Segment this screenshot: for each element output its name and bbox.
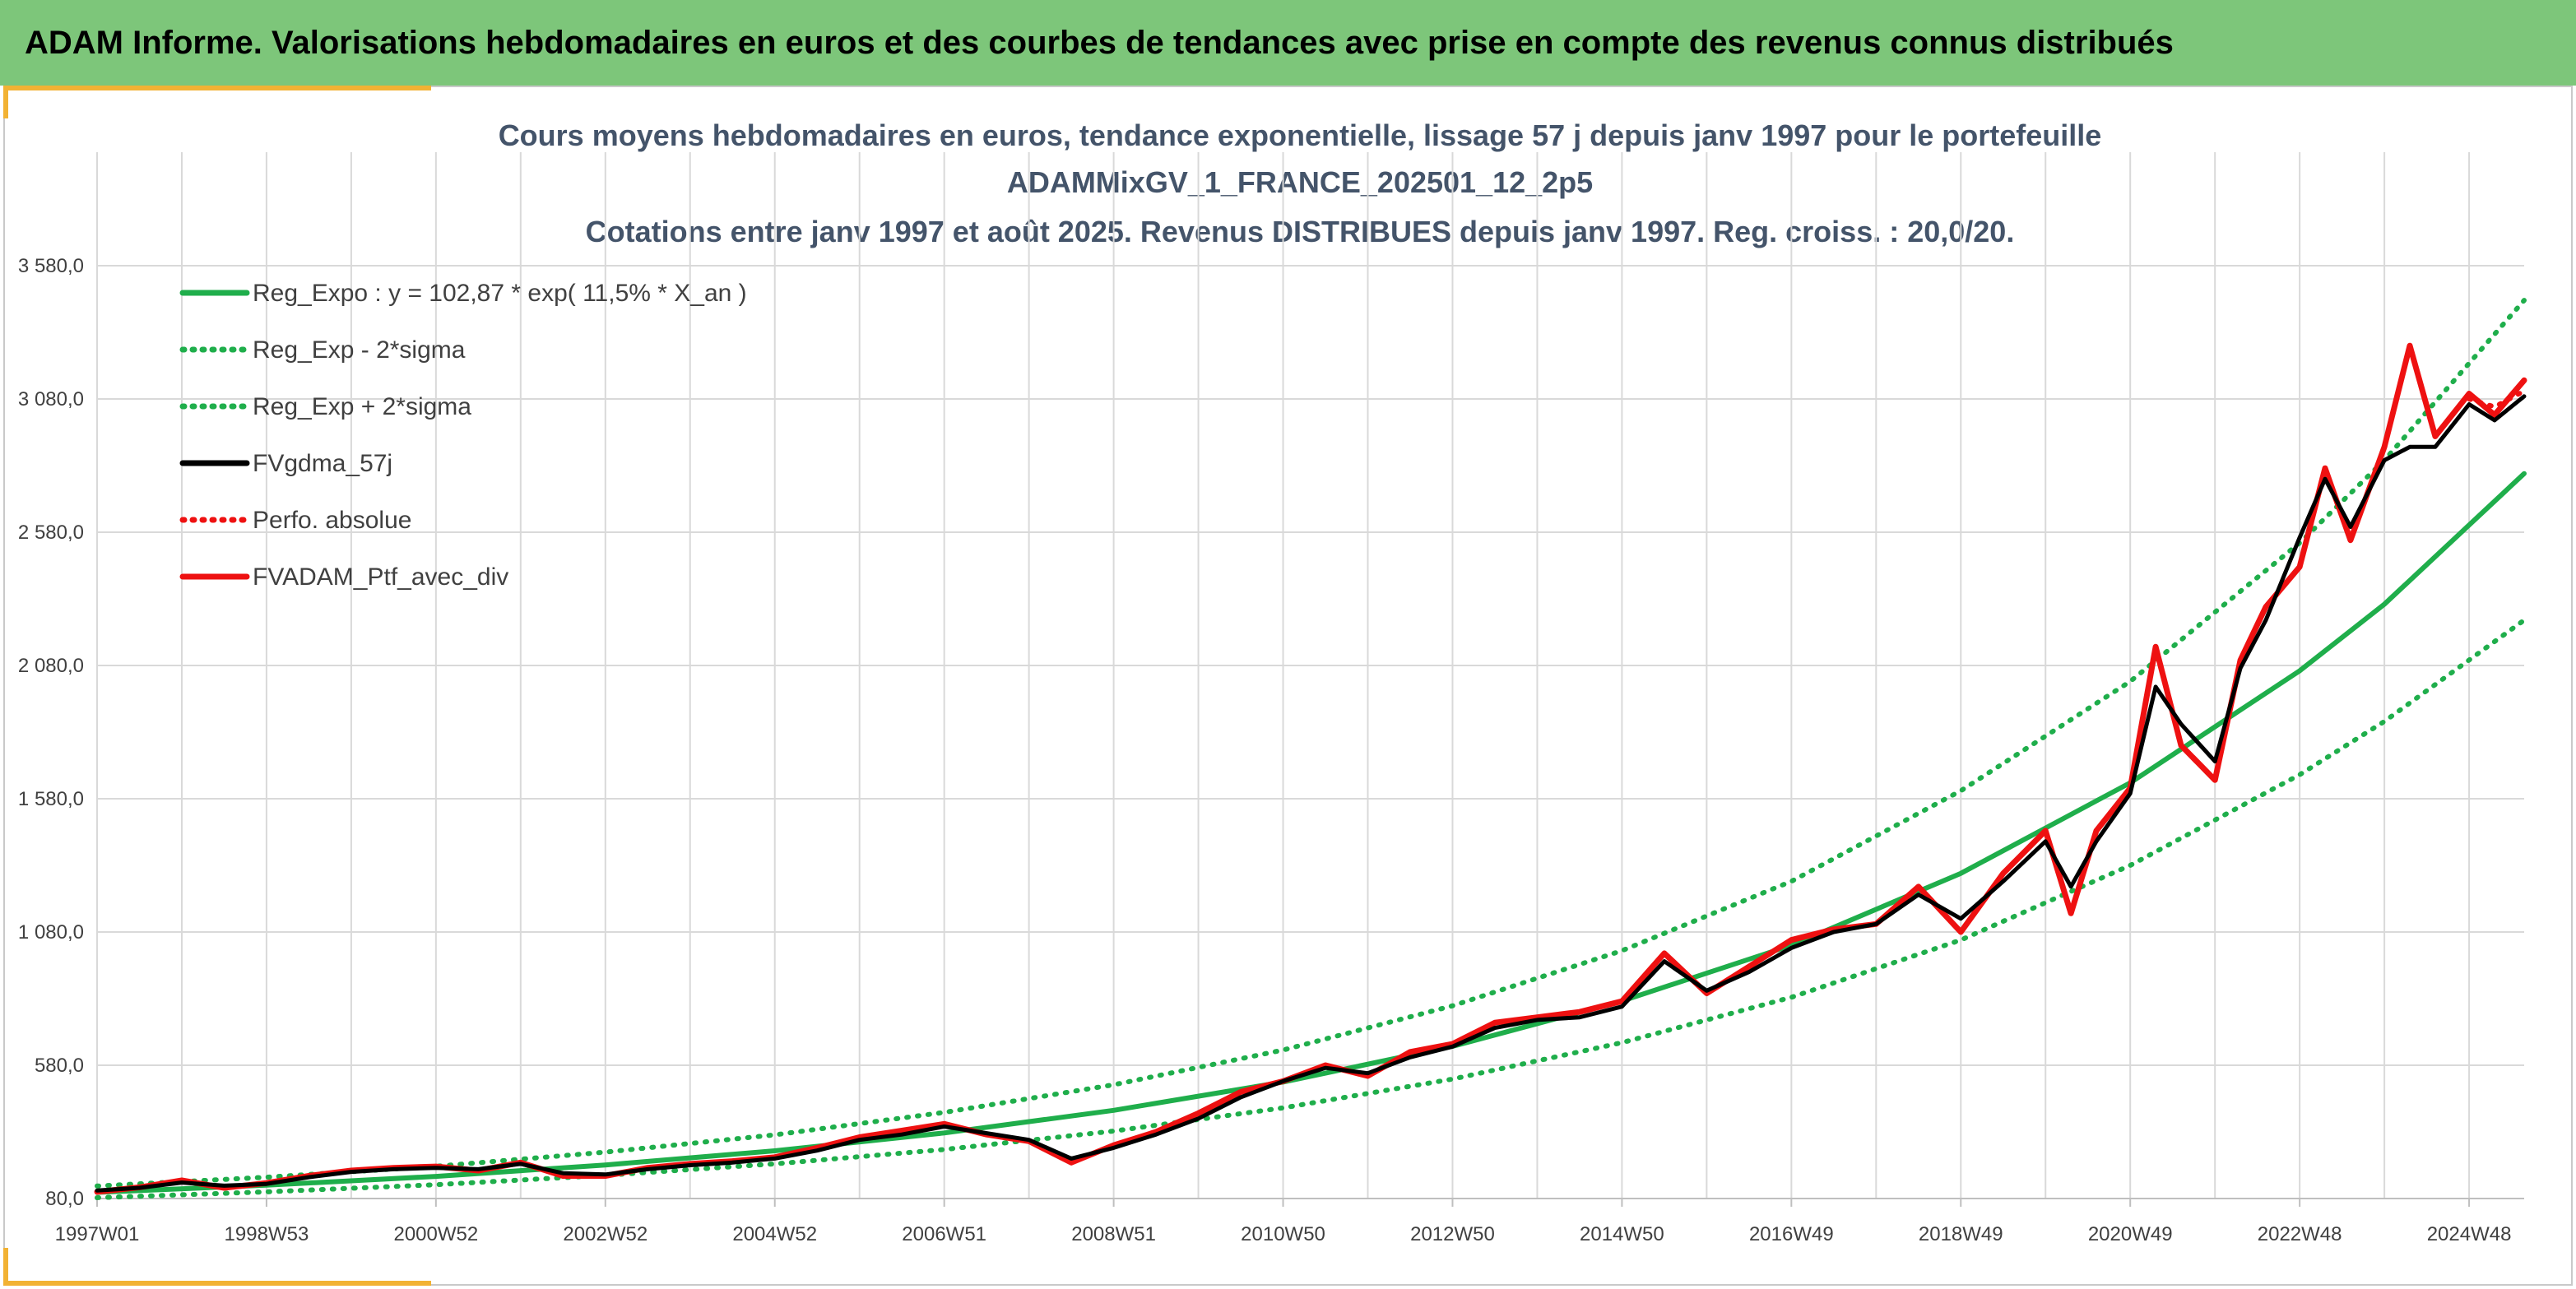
x-tick-label: 2000W52 (393, 1223, 478, 1245)
legend-label: Reg_Exp - 2*sigma (253, 336, 466, 364)
y-tick-label: 80,0 (45, 1188, 84, 1210)
y-tick-label: 2 580,0 (18, 522, 84, 544)
x-tick-label: 2008W51 (1071, 1223, 1156, 1245)
y-tick-label: 2 080,0 (18, 655, 84, 677)
x-tick-label: 1997W01 (55, 1223, 140, 1245)
y-axis-ticks: 80,0 580,0 1 080,0 1 580,0 2 080,0 2 580,0 3 0… (18, 255, 84, 1210)
x-tick-label: 2024W48 (2427, 1223, 2512, 1245)
corner-accent-bottom (3, 1281, 431, 1286)
legend-label: Perfo. absolue (253, 507, 411, 534)
regression-lower-band (95, 617, 2527, 1200)
smoothed-line (95, 394, 2527, 1193)
regression-upper-band (95, 298, 2527, 1189)
y-tick-label: 1 080,0 (18, 921, 84, 944)
legend-label: FVgdma_57j (253, 450, 392, 477)
chart-area (3, 86, 2573, 1286)
x-tick-label: 2020W49 (2088, 1223, 2173, 1245)
corner-accent-bottom-left (3, 1248, 8, 1281)
legend: Reg_Expo : y = 102,87 * exp( 11,5% * X_a… (179, 280, 747, 591)
chart-title-line-3: Cotations entre janv 1997 et août 2025. … (586, 215, 2015, 248)
x-tick-label: 2004W52 (732, 1223, 817, 1245)
regression-line (95, 471, 2527, 1195)
y-tick-label: 3 580,0 (18, 255, 84, 277)
x-tick-label: 2006W51 (902, 1223, 986, 1245)
x-tick-label: 2022W48 (2258, 1223, 2342, 1245)
x-tick-label: 2002W52 (563, 1223, 647, 1245)
corner-accent-top (3, 86, 431, 90)
absolute-perf-line (2467, 388, 2527, 410)
y-tick-label: 580,0 (35, 1055, 84, 1077)
x-tick-label: 2012W50 (1410, 1223, 1495, 1245)
x-tick-label: 2016W49 (1749, 1223, 1834, 1245)
corner-accent-left (3, 86, 8, 118)
chart-title-line-2: ADAMMixGV_1_FRANCE_202501_12_2p5 (1007, 165, 1593, 199)
plot-series (94, 298, 2527, 1200)
gridlines (96, 152, 2524, 1199)
y-tick-label: 1 580,0 (18, 788, 84, 810)
chart-title-line-1: Cours moyens hebdomadaires en euros, ten… (499, 118, 2102, 152)
x-axis-ticks: 1997W01 1998W53 2000W52 2002W52 2004W52 2006W… (55, 1199, 2512, 1245)
header-banner: ADAM Informe. Valorisations hebdomadaire… (0, 0, 2576, 86)
legend-label: Reg_Exp + 2*sigma (253, 393, 471, 420)
legend-label: FVADAM_Ptf_avec_div (253, 563, 508, 591)
legend-label: Reg_Expo : y = 102,87 * exp( 11,5% * X_a… (253, 280, 747, 307)
x-tick-label: 2018W49 (1919, 1223, 2003, 1245)
page-title: ADAM Informe. Valorisations hebdomadaire… (25, 24, 2174, 61)
x-tick-label: 2014W50 (1580, 1223, 1664, 1245)
x-tick-label: 1998W53 (225, 1223, 309, 1245)
x-tick-label: 2010W50 (1241, 1223, 1325, 1245)
y-tick-label: 3 080,0 (18, 388, 84, 410)
